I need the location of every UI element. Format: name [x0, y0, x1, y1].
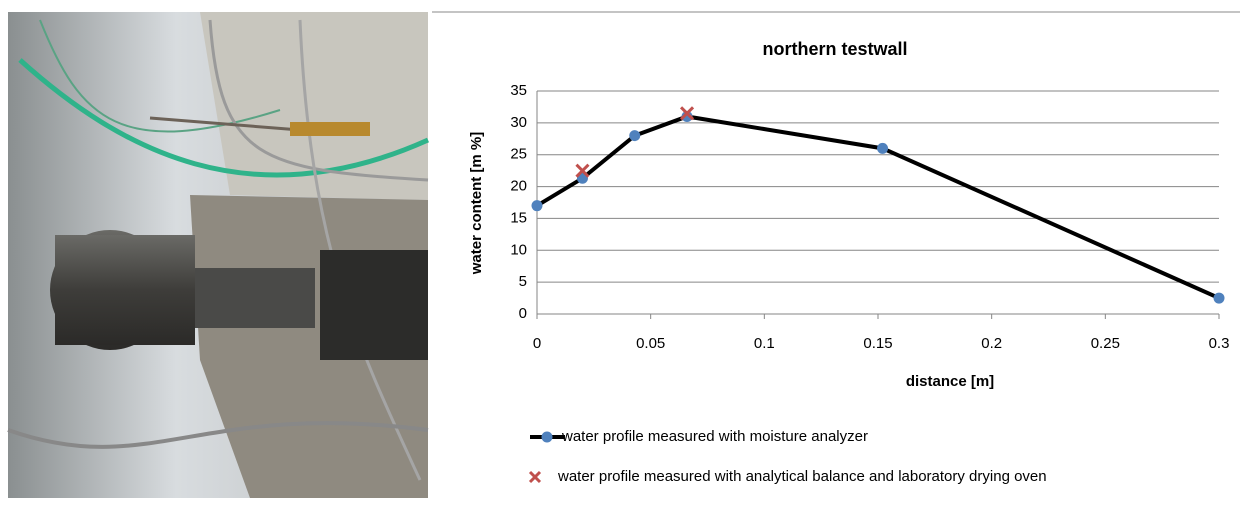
marker: [877, 142, 889, 154]
legend-marker: [541, 431, 553, 443]
x-tick-label: 0.1: [754, 335, 775, 352]
legend-label: water profile measured with analytical b…: [557, 468, 1047, 485]
y-tick-label: 30: [510, 114, 527, 131]
y-tick-label: 25: [510, 146, 527, 163]
chart-title: northern testwall: [762, 39, 907, 59]
x-tick-label: 0.2: [981, 335, 1002, 352]
x-tick-label: 0.25: [1091, 335, 1120, 352]
legend-marker: [528, 470, 542, 484]
series-line: [535, 114, 1220, 300]
x-tick-label: 0: [533, 335, 541, 352]
y-tick-label: 35: [510, 82, 527, 99]
marker: [531, 200, 543, 212]
marker: [576, 172, 588, 184]
chart-area: [432, 12, 1240, 498]
photo: [7, 12, 430, 498]
y-tick-label: 5: [519, 273, 527, 290]
marker: [1213, 292, 1225, 304]
y-tick-label: 10: [510, 241, 527, 258]
legend-label: water profile measured with moisture ana…: [561, 428, 868, 445]
y-tick-label: 0: [519, 305, 527, 322]
x-tick-label: 0.05: [636, 335, 665, 352]
y-tick-label: 15: [510, 209, 527, 226]
marker: [575, 163, 590, 178]
marker: [629, 130, 641, 142]
y-tick-label: 20: [510, 178, 527, 195]
x-tick-label: 0.15: [863, 335, 892, 352]
marker: [679, 106, 695, 121]
marker: [681, 110, 693, 122]
x-tick-label: 0.3: [1209, 335, 1230, 352]
y-axis-label: water content [m %]: [468, 132, 485, 276]
x-axis-label: distance [m]: [906, 373, 994, 390]
